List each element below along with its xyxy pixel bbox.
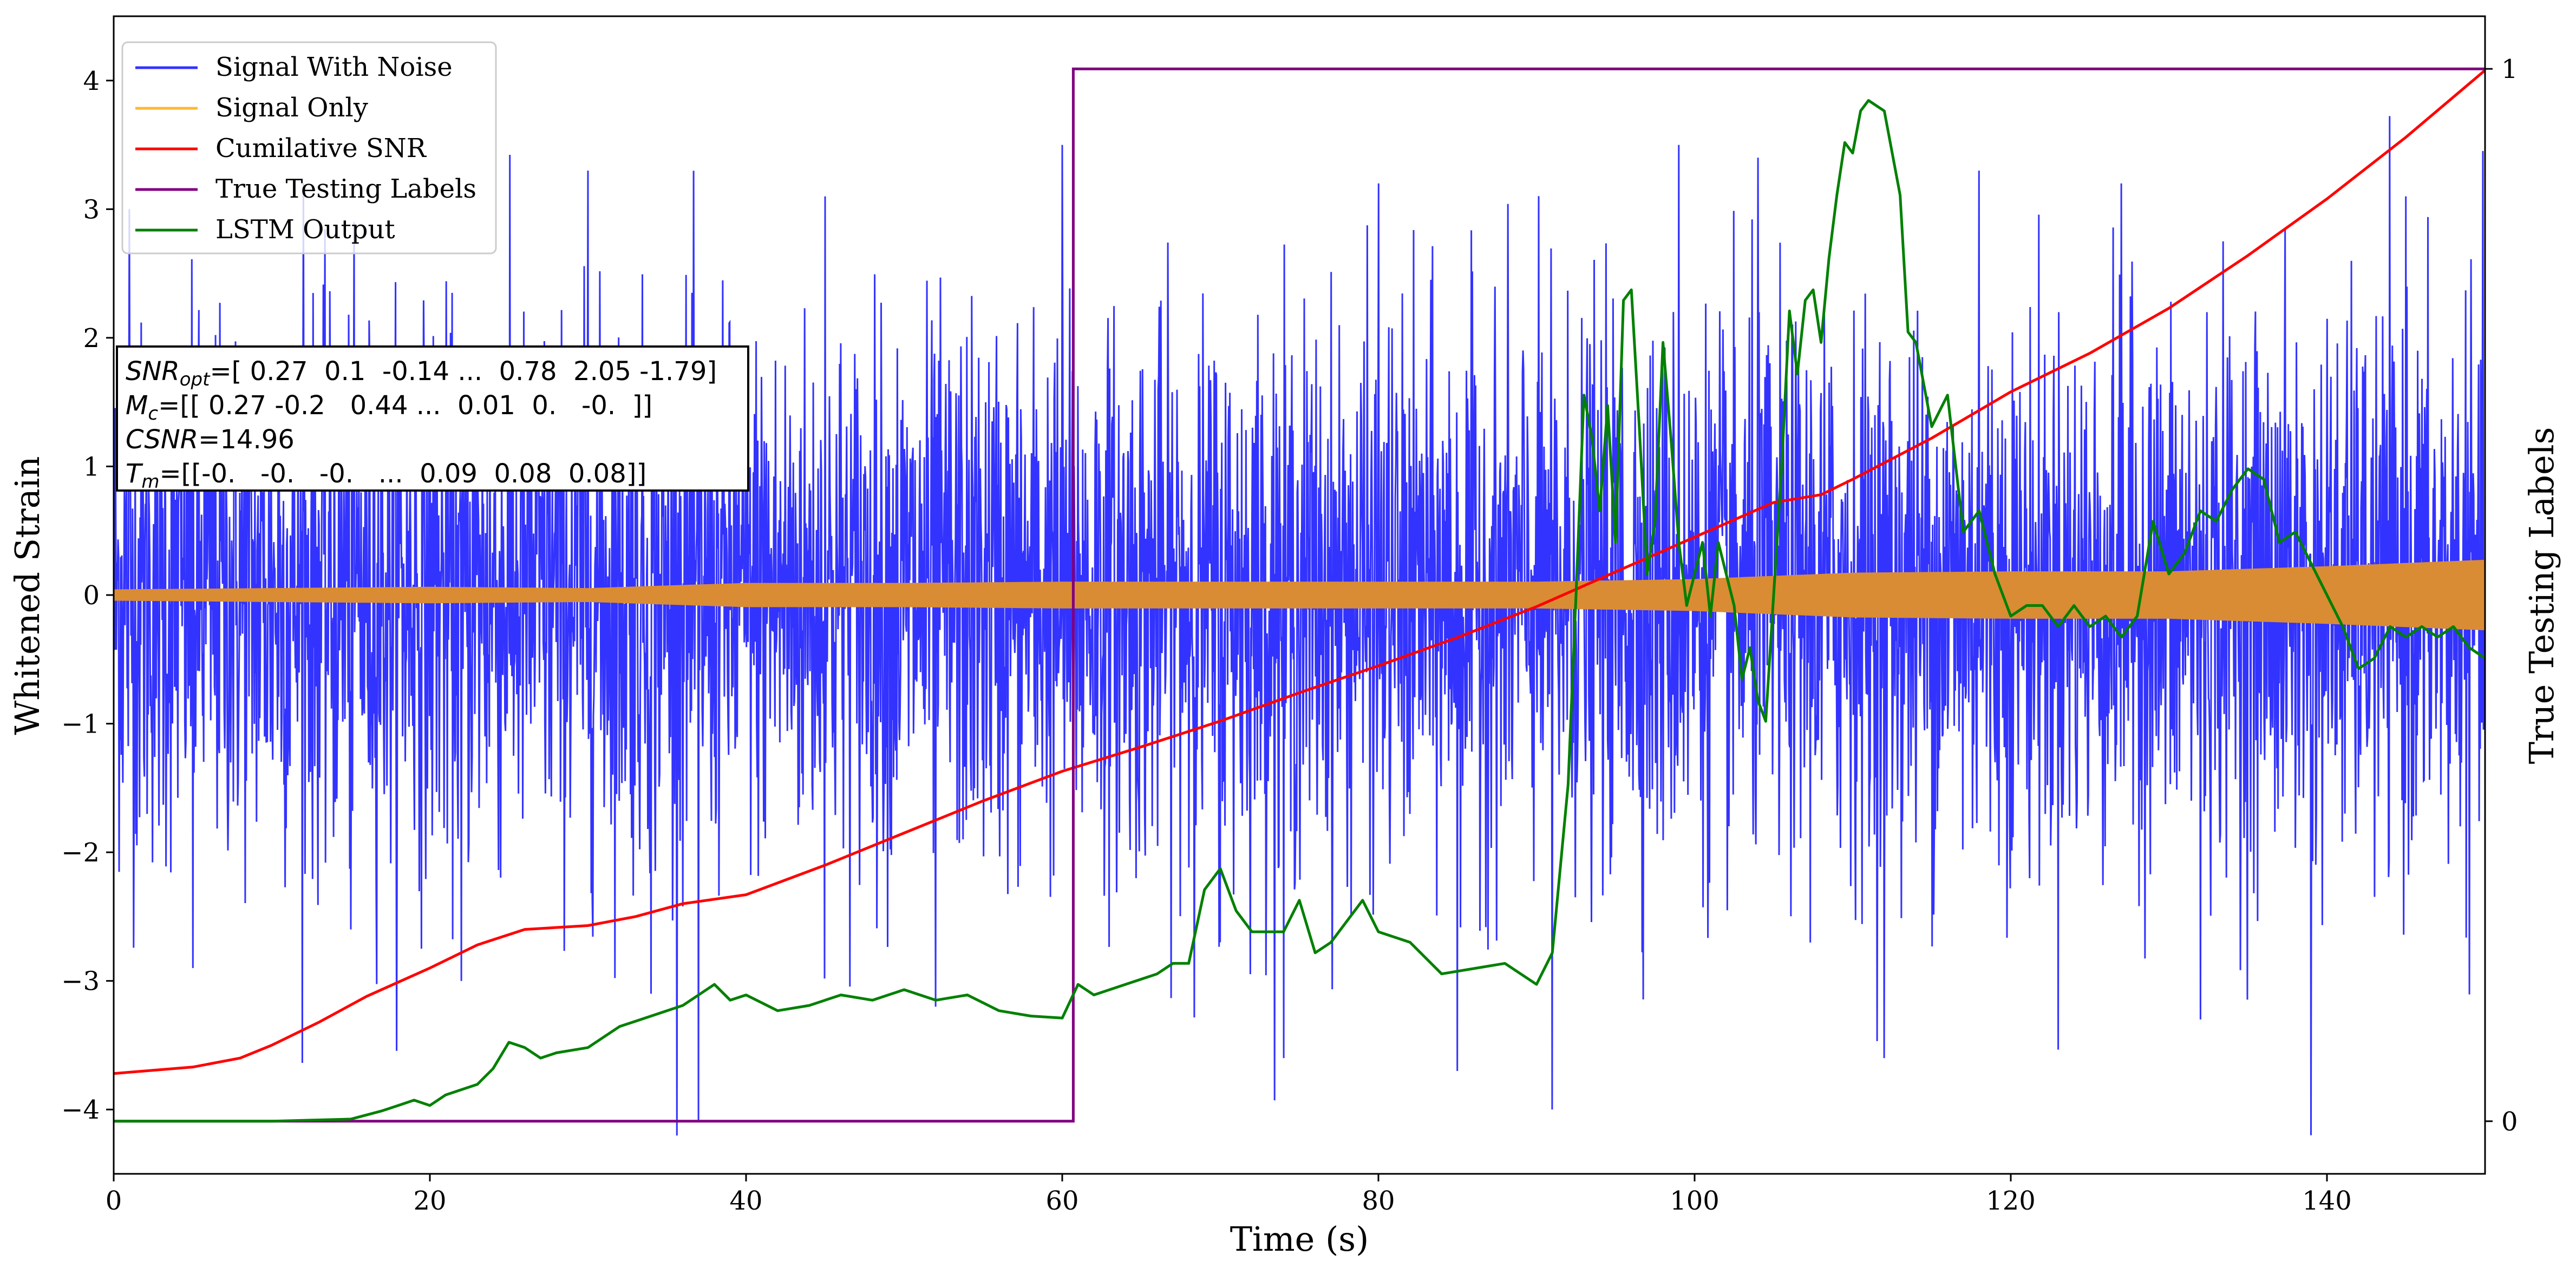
legend-label-signal-only: Signal Only — [215, 93, 368, 123]
x-axis-title: Time (s) — [1230, 1219, 1369, 1259]
y2-tick-label: 0 — [2501, 1107, 2518, 1137]
x-tick-label: 60 — [1045, 1186, 1078, 1216]
legend: Signal With Noise Signal Only Cumilative… — [121, 41, 497, 254]
x-tick-label: 20 — [413, 1186, 446, 1216]
y-tick-label: −1 — [61, 709, 100, 740]
y-tick-label: −4 — [61, 1095, 100, 1125]
x-tick-label: 0 — [106, 1186, 122, 1216]
y-tick-label: 4 — [83, 66, 100, 96]
y-tick-label: −2 — [61, 838, 100, 868]
info-line-snr-opt: SNRopt=[ 0.27 0.1 -0.14 ... 0.78 2.05 -1… — [126, 356, 717, 390]
info-line-tm: Tm=[[-0. -0. -0. ... 0.09 0.08 0.08]] — [126, 459, 646, 493]
series-true-testing-labels — [114, 67, 2485, 1123]
y-axis-title: Whitened Strain — [8, 456, 47, 735]
legend-label-signal-with-noise: Signal With Noise — [215, 52, 453, 82]
legend-label-true-testing-labels: True Testing Labels — [215, 174, 476, 204]
y2-axis-title: True Testing Labels — [2522, 427, 2561, 765]
info-box: SNRopt=[ 0.27 0.1 -0.14 ... 0.78 2.05 -1… — [116, 345, 749, 493]
legend-label-lstm-output: LSTM Output — [215, 214, 395, 245]
info-line-mc: Mc=[[ 0.27 -0.2 0.44 ... 0.01 0. -0. ]] — [126, 390, 652, 424]
info-line-csnr: CSNR=14.96 — [126, 424, 295, 455]
series-cumulative-snr — [114, 69, 2485, 1075]
info-box-frame — [116, 345, 749, 492]
x-tick-label: 100 — [1670, 1186, 1719, 1216]
y2-tick-label: 1 — [2501, 54, 2518, 84]
legend-item-true-testing-labels: True Testing Labels — [135, 174, 476, 204]
legend-frame — [121, 41, 497, 254]
legend-item-lstm-output: LSTM Output — [135, 214, 395, 245]
x-tick-label: 120 — [1986, 1186, 2036, 1216]
y-tick-label: 2 — [83, 323, 100, 354]
series-lstm-output — [114, 99, 2485, 1123]
y-tick-label: 0 — [83, 580, 100, 611]
x-tick-label: 80 — [1362, 1186, 1395, 1216]
x-tick-label: 140 — [2302, 1186, 2352, 1216]
legend-label-cumulative-snr: Cumilative SNR — [215, 133, 427, 164]
legend-item-signal-with-noise: Signal With Noise — [135, 52, 453, 82]
y-tick-label: 3 — [83, 194, 100, 225]
y-tick-label: −3 — [61, 966, 100, 997]
legend-item-cumulative-snr: Cumilative SNR — [135, 133, 427, 164]
series-signal-only — [114, 559, 2485, 631]
legend-item-signal-only: Signal Only — [135, 93, 368, 123]
y-tick-label: 1 — [83, 452, 100, 482]
x-tick-label: 40 — [729, 1186, 762, 1216]
